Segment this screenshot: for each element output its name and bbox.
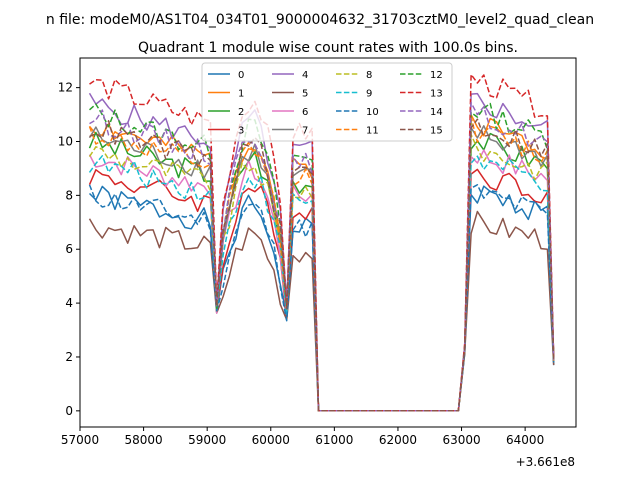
legend-entry-3[interactable]: 3	[208, 126, 244, 137]
legend-entry-9[interactable]: 9	[336, 89, 372, 100]
series-line-15	[89, 118, 555, 412]
y-tick-label: 2	[65, 350, 73, 364]
legend-label: 2	[238, 107, 244, 118]
legend-entry-7[interactable]: 7	[272, 126, 308, 137]
x-tick-label: 63000	[442, 433, 480, 447]
legend-label: 3	[238, 126, 244, 137]
figure-suptitle: n file: modeM0/AS1T04_034T01_9000004632_…	[46, 12, 594, 28]
legend-entry-14[interactable]: 14	[400, 107, 443, 118]
x-offset-label: +3.661e8	[516, 455, 575, 469]
y-tick-label: 4	[65, 296, 73, 310]
legend-entry-5[interactable]: 5	[272, 89, 308, 100]
x-tick-label: 61000	[315, 433, 353, 447]
x-tick-label: 64000	[506, 433, 544, 447]
legend-label: 9	[366, 89, 372, 100]
legend-box	[201, 62, 453, 142]
x-tick-label: 62000	[379, 433, 417, 447]
x-tick-label: 60000	[252, 433, 290, 447]
legend-entry-12[interactable]: 12	[400, 70, 443, 81]
legend-label: 7	[302, 126, 308, 137]
legend-entry-10[interactable]: 10	[336, 107, 379, 118]
legend-label: 4	[302, 70, 308, 81]
chart-title: Quadrant 1 module wise count rates with …	[138, 40, 518, 56]
legend-entry-2[interactable]: 2	[208, 107, 244, 118]
legend-entry-11[interactable]: 11	[336, 126, 379, 137]
legend-label: 13	[430, 89, 443, 100]
x-tick-label: 58000	[124, 433, 162, 447]
x-axis: 57000 58000 59000 60000 61000 62000 63000 64000	[61, 427, 544, 447]
x-tick-label: 59000	[188, 433, 226, 447]
x-tick-label: 57000	[61, 433, 99, 447]
legend-label: 12	[430, 70, 443, 81]
plot-frame	[79, 57, 577, 428]
y-axis: 0 2 4 6 8 10 12	[58, 81, 80, 418]
legend-label: 6	[302, 107, 308, 118]
legend-entry-1[interactable]: 1	[208, 89, 244, 100]
legend-label: 8	[366, 70, 372, 81]
legend-entry-0[interactable]: 0	[208, 70, 244, 81]
legend-label: 10	[366, 107, 379, 118]
legend-label: 5	[302, 89, 308, 100]
legend-label: 15	[430, 126, 443, 137]
legend-label: 11	[366, 126, 379, 137]
legend-entry-8[interactable]: 8	[336, 70, 372, 81]
legend-label: 1	[238, 89, 244, 100]
legend-label: 0	[238, 70, 244, 81]
y-tick-label: 0	[65, 404, 73, 418]
y-tick-label: 12	[58, 81, 73, 95]
legend-entry-4[interactable]: 4	[272, 70, 308, 81]
legend-label: 14	[430, 107, 443, 118]
legend-entry-13[interactable]: 13	[400, 89, 443, 100]
legend-entry-15[interactable]: 15	[400, 126, 443, 137]
y-tick-label: 6	[65, 242, 73, 256]
series-layer	[88, 73, 555, 412]
legend-entry-6[interactable]: 6	[272, 107, 308, 118]
y-tick-label: 8	[65, 188, 73, 202]
y-tick-label: 10	[58, 134, 73, 148]
